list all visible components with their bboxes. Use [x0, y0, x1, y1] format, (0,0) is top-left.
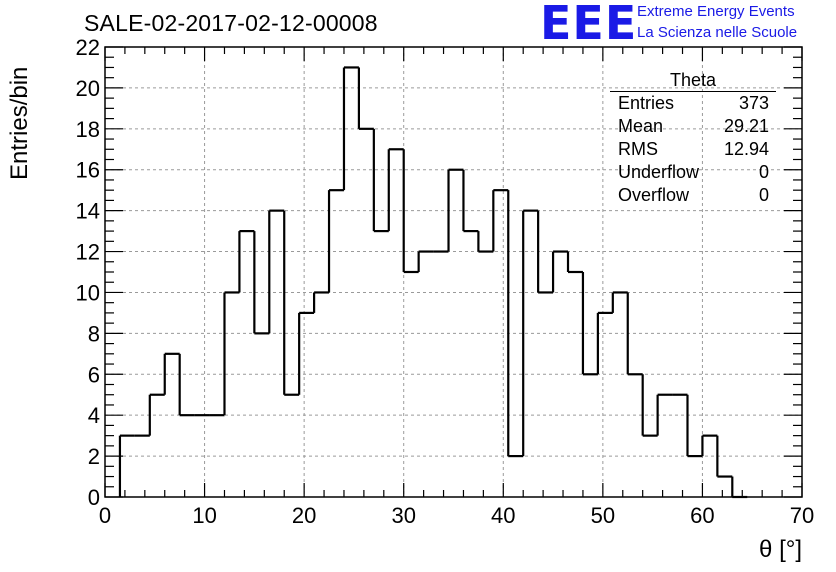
y-tick-label: 14 — [76, 199, 100, 224]
x-tick-label: 30 — [391, 503, 415, 528]
logo-line-2: La Scienza nelle Scuole — [637, 24, 798, 41]
y-tick-label: 12 — [76, 240, 100, 265]
stats-row-rms: RMS 12.94 — [610, 138, 776, 161]
y-tick-label: 0 — [88, 485, 100, 510]
eee-logo: EEE — [540, 0, 638, 50]
x-axis-label: θ [°] — [759, 536, 802, 563]
stats-label: RMS — [618, 139, 658, 159]
y-tick-label: 6 — [88, 362, 100, 387]
stats-box: Theta Entries 373 Mean 29.21 RMS 12.94 U… — [610, 70, 776, 207]
stats-value: 29.21 — [723, 116, 769, 136]
x-tick-label: 70 — [790, 503, 814, 528]
x-tick-label: 20 — [292, 503, 316, 528]
logo-line-1: Extreme Energy Events — [637, 3, 795, 20]
stats-title: Theta — [610, 70, 776, 92]
y-tick-label: 16 — [76, 158, 100, 183]
x-tick-label: 0 — [99, 503, 111, 528]
stats-label: Entries — [618, 93, 675, 113]
y-tick-label: 20 — [76, 76, 100, 101]
chart-title: SALE-02-2017-02-12-00008 — [84, 10, 378, 36]
x-tick-label: 50 — [591, 503, 615, 528]
y-tick-label: 18 — [76, 117, 100, 142]
x-tick-label: 40 — [491, 503, 515, 528]
x-tick-label: 60 — [690, 503, 714, 528]
stats-label: Overflow — [618, 185, 690, 205]
stats-label: Underflow — [618, 162, 700, 182]
stats-value: 12.94 — [723, 139, 769, 159]
stats-label: Mean — [618, 116, 664, 136]
stats-value: 0 — [758, 162, 769, 182]
stats-value: 0 — [758, 185, 769, 205]
stats-row-entries: Entries 373 — [610, 92, 776, 115]
y-tick-label: 2 — [88, 444, 100, 469]
y-tick-label: 4 — [88, 403, 100, 428]
y-tick-label: 8 — [88, 321, 100, 346]
x-tick-label: 10 — [192, 503, 216, 528]
stats-value: 373 — [738, 93, 769, 113]
stats-row-mean: Mean 29.21 — [610, 115, 776, 138]
stats-row-underflow: Underflow 0 — [610, 161, 776, 184]
y-tick-label: 10 — [76, 280, 100, 305]
stats-row-overflow: Overflow 0 — [610, 184, 776, 207]
y-tick-label: 22 — [76, 35, 100, 60]
